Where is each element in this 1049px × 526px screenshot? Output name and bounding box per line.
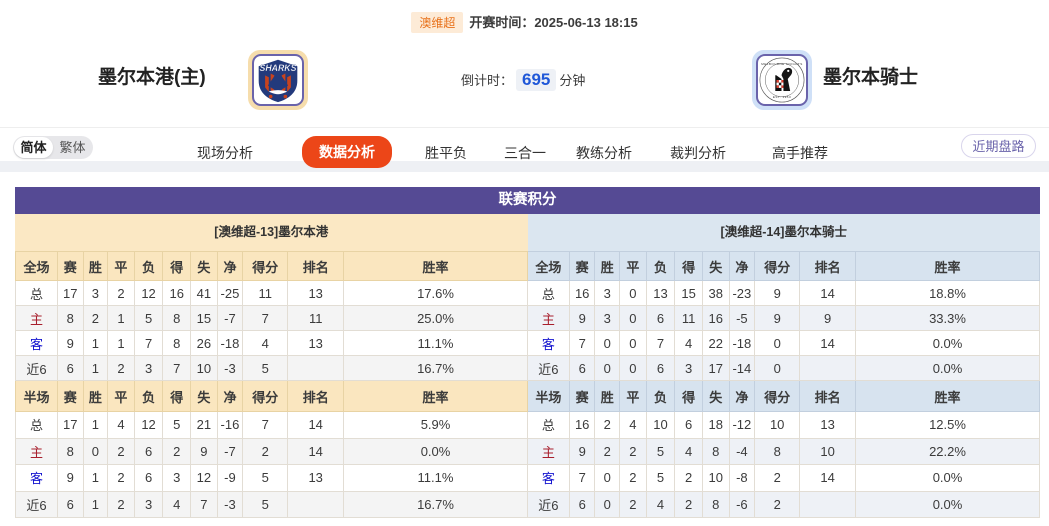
svg-text:MELBOURNE KNIGHTS: MELBOURNE KNIGHTS <box>761 62 803 66</box>
svg-text:EST. 1953: EST. 1953 <box>773 95 791 99</box>
svg-text:SHARKS: SHARKS <box>260 63 297 73</box>
